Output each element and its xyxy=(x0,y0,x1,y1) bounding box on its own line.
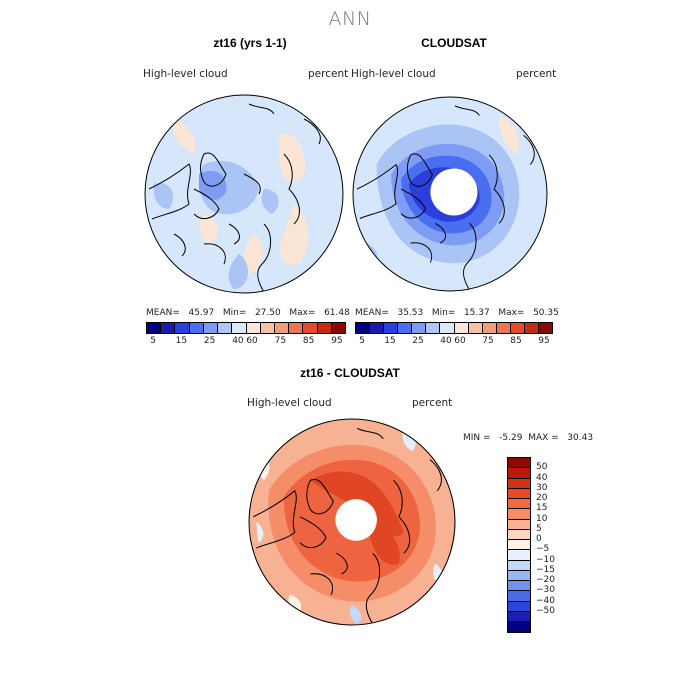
colorbar-swatch xyxy=(508,529,530,540)
panel2-variable-label: High-level cloud xyxy=(351,68,436,80)
colorbar-swatch xyxy=(508,622,530,633)
colorbar-tick-label: 5 xyxy=(359,336,365,346)
colorbar-tick-label: 15 xyxy=(536,503,548,514)
colorbar-swatch xyxy=(161,323,176,333)
colorbar-model xyxy=(146,322,346,334)
colorbar-cloudsat xyxy=(355,322,553,334)
colorbar-swatch xyxy=(303,323,318,333)
colorbar-tick-label: −15 xyxy=(536,564,555,575)
panel1-variable-label: High-level cloud xyxy=(143,68,228,80)
panel2-units-label: percent xyxy=(516,68,557,80)
colorbar-swatch xyxy=(508,611,530,622)
panel1-stats: MEAN= 45.97 Min= 27.50 Max= 61.48 xyxy=(146,308,350,318)
colorbar-tick-label: 5 xyxy=(536,523,542,534)
colorbar-difference-ticks: 50 40 30 20 15 10 5 0 −5 −10 −15 −20 −30 −40 −50 xyxy=(536,457,576,632)
colorbar-swatch xyxy=(508,458,530,469)
colorbar-swatch xyxy=(370,323,385,333)
colorbar-swatch xyxy=(508,509,530,520)
colorbar-swatch xyxy=(508,499,530,510)
colorbar-tick-label: 40 xyxy=(440,336,452,346)
colorbar-tick-label: 15 xyxy=(175,336,188,346)
colorbar-swatch xyxy=(260,323,275,333)
colorbar-swatch xyxy=(508,570,530,581)
colorbar-tick-label: 10 xyxy=(536,513,548,524)
colorbar-tick-label: 75 xyxy=(482,336,494,346)
colorbar-tick-label: 25 xyxy=(203,336,216,346)
panel3-variable-label: High-level cloud xyxy=(247,397,332,409)
colorbar-tick-label: −10 xyxy=(536,554,555,565)
colorbar-swatch xyxy=(508,591,530,602)
colorbar-swatch xyxy=(232,323,247,333)
polar-map-cloudsat xyxy=(352,96,548,292)
panel3-title: zt16 - CLOUDSAT xyxy=(300,366,400,380)
colorbar-tick-label: 50 xyxy=(536,462,548,473)
colorbar-tick-label: −50 xyxy=(536,605,555,616)
colorbar-swatch xyxy=(508,581,530,592)
colorbar-swatch xyxy=(189,323,204,333)
colorbar-tick-label: 95 xyxy=(331,336,343,346)
polar-map-difference xyxy=(248,418,456,626)
colorbar-swatch xyxy=(482,323,497,333)
colorbar-tick-label: 0 xyxy=(536,534,542,544)
colorbar-cloudsat-ticks: 5 15 25 40 60 75 85 95 xyxy=(355,336,551,348)
panel3-stats: MIN = -5.29 MAX = 30.43 xyxy=(463,433,594,443)
colorbar-tick-label: −20 xyxy=(536,575,555,585)
colorbar-swatch xyxy=(440,323,455,333)
colorbar-swatch xyxy=(203,323,219,333)
colorbar-swatch xyxy=(426,323,441,333)
colorbar-swatch xyxy=(508,488,530,499)
colorbar-tick-label: −5 xyxy=(536,544,550,555)
colorbar-swatch xyxy=(508,601,530,612)
panel1-units-label: percent xyxy=(308,68,349,80)
colorbar-swatch xyxy=(508,468,530,479)
colorbar-tick-label: −40 xyxy=(536,595,555,606)
colorbar-swatch xyxy=(508,519,530,530)
colorbar-swatch xyxy=(510,323,525,333)
colorbar-tick-label: 30 xyxy=(536,482,548,493)
colorbar-swatch xyxy=(384,323,399,333)
panel1-title: zt16 (yrs 1-1) xyxy=(213,36,287,50)
colorbar-tick-label: 60 xyxy=(246,336,258,346)
colorbar-swatch xyxy=(317,323,332,333)
panel2-title: CLOUDSAT xyxy=(421,36,487,50)
colorbar-tick-label: 40 xyxy=(536,472,548,483)
colorbar-swatch xyxy=(356,323,371,333)
colorbar-swatch xyxy=(524,323,540,333)
colorbar-swatch xyxy=(508,478,530,489)
colorbar-tick-label: 60 xyxy=(454,336,466,346)
colorbar-tick-label: 40 xyxy=(232,336,244,346)
colorbar-swatch xyxy=(508,550,530,561)
colorbar-tick-label: 5 xyxy=(150,336,156,346)
colorbar-swatch xyxy=(175,323,190,333)
colorbar-swatch xyxy=(147,323,162,333)
colorbar-swatch xyxy=(398,323,413,333)
colorbar-swatch xyxy=(468,323,483,333)
colorbar-swatch xyxy=(218,323,233,333)
colorbar-swatch xyxy=(331,323,346,333)
colorbar-model-ticks: 5 15 25 40 60 75 85 95 xyxy=(146,336,344,348)
colorbar-swatch xyxy=(496,323,511,333)
colorbar-tick-label: 85 xyxy=(510,336,522,346)
colorbar-swatch xyxy=(454,323,469,333)
colorbar-swatch xyxy=(412,323,427,333)
colorbar-swatch xyxy=(508,540,530,551)
colorbar-tick-label: −30 xyxy=(536,585,555,596)
colorbar-tick-label: 20 xyxy=(536,493,548,503)
figure-title: ANN xyxy=(328,8,372,30)
colorbar-tick-label: 25 xyxy=(412,336,424,346)
colorbar-tick-label: 95 xyxy=(538,336,550,346)
colorbar-tick-label: 75 xyxy=(274,336,287,346)
polar-map-model xyxy=(144,94,344,294)
panel3-units-label: percent xyxy=(412,397,453,409)
colorbar-difference xyxy=(507,457,531,634)
colorbar-swatch xyxy=(508,560,530,571)
colorbar-swatch xyxy=(289,323,304,333)
colorbar-tick-label: 15 xyxy=(384,336,396,346)
colorbar-tick-label: 85 xyxy=(302,336,315,346)
panel2-stats: MEAN= 35.53 Min= 15.37 Max= 50.35 xyxy=(355,308,559,318)
colorbar-swatch xyxy=(274,323,290,333)
colorbar-swatch xyxy=(539,323,553,333)
colorbar-swatch xyxy=(246,323,261,333)
